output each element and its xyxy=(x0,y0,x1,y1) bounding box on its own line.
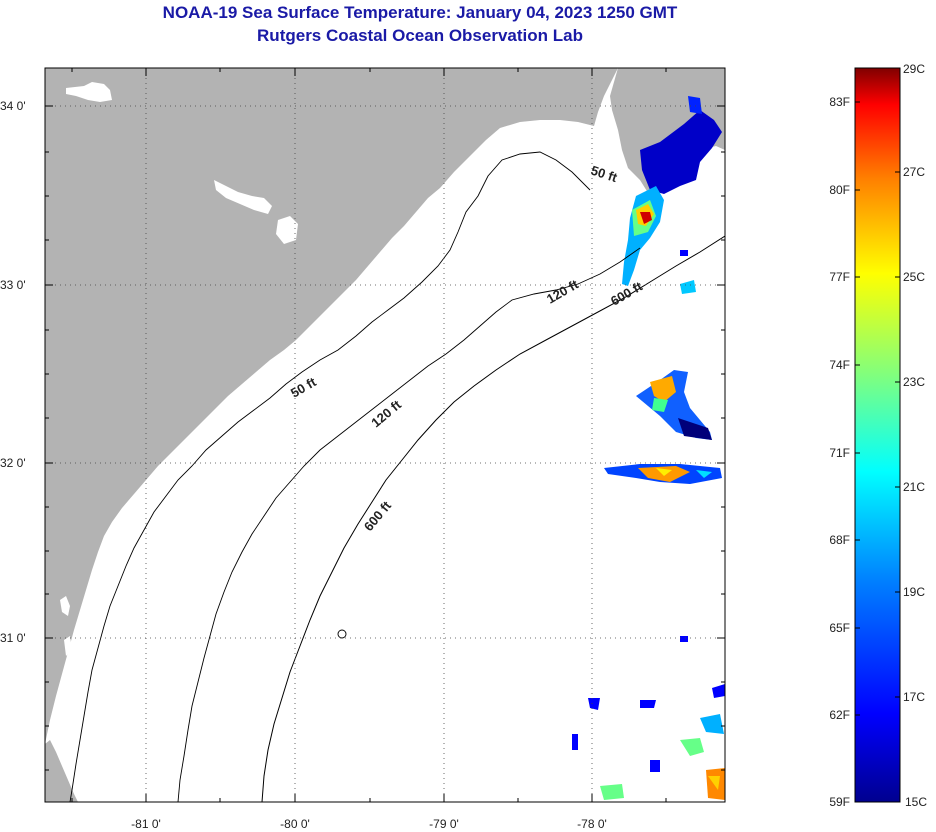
colorbar-label-c: 23C xyxy=(903,375,925,389)
colorbar-label-c: 21C xyxy=(903,480,925,494)
colorbar-ticks xyxy=(855,101,900,716)
colorbar-label-c: 19C xyxy=(903,585,925,599)
colorbar-label-f: 74F xyxy=(829,358,850,372)
graticule xyxy=(45,68,725,802)
lon-label: -81 0' xyxy=(131,817,161,831)
colorbar-label-f: 62F xyxy=(829,708,850,722)
colorbar-label-c: 17C xyxy=(903,690,925,704)
colorbar-label-f: 59F xyxy=(829,795,850,809)
lake xyxy=(60,596,70,616)
sst-patches xyxy=(572,96,725,800)
colorbar-label-f: 80F xyxy=(829,183,850,197)
colorbar-label-c: 29C xyxy=(903,62,925,76)
lat-label: 34 0' xyxy=(0,99,26,113)
colorbar-label-f: 83F xyxy=(829,95,850,109)
colorbar-label-c: 15C xyxy=(905,795,927,809)
lake xyxy=(64,636,72,656)
land-area xyxy=(45,68,618,744)
colorbar-label-f: 65F xyxy=(829,621,850,635)
lake xyxy=(66,82,112,102)
lat-label: 32 0' xyxy=(0,456,26,470)
contour-120ft xyxy=(177,247,641,802)
lon-label: -78 0' xyxy=(577,817,607,831)
seamount-contour xyxy=(337,629,347,639)
land-area-south xyxy=(45,740,78,802)
chart-subtitle: Rutgers Coastal Ocean Observation Lab xyxy=(257,26,583,45)
colorbar-label-c: 27C xyxy=(903,165,925,179)
lake xyxy=(276,216,298,244)
colorbar-label-f: 71F xyxy=(829,446,850,460)
chart-title: NOAA-19 Sea Surface Temperature: January… xyxy=(162,3,678,22)
lat-label: 31 0' xyxy=(0,631,26,645)
contour-600ft xyxy=(261,235,725,802)
colorbar-label-f: 68F xyxy=(829,533,850,547)
lake xyxy=(214,180,272,214)
colorbar-label-f: 77F xyxy=(829,270,850,284)
lat-label: 33 0' xyxy=(0,278,26,292)
frame-ticks xyxy=(45,68,725,802)
lon-label: -79 0' xyxy=(429,817,459,831)
colorbar xyxy=(854,67,901,803)
lon-label: -80 0' xyxy=(280,817,310,831)
colorbar-label-c: 25C xyxy=(903,270,925,284)
map-frame xyxy=(44,67,726,803)
contour-50ft xyxy=(69,151,591,802)
